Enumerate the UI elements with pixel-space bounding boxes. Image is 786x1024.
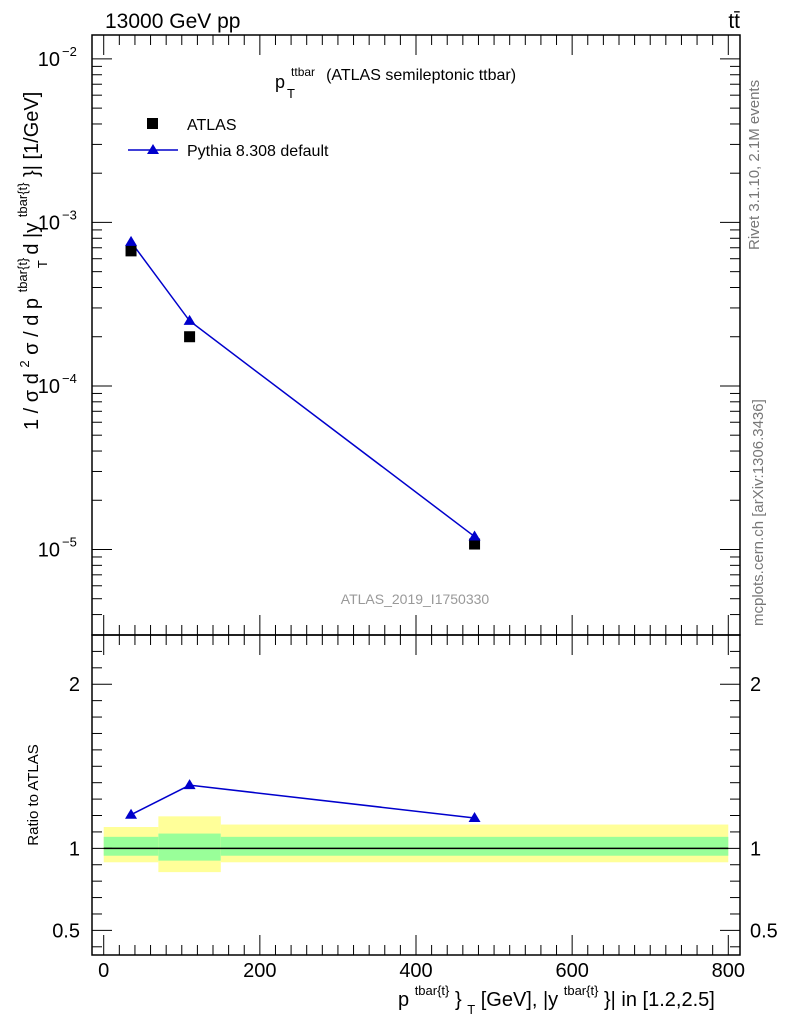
ylabel-b: σ / d p bbox=[21, 298, 43, 355]
ylabel-d: }| [1/GeV] bbox=[21, 92, 43, 177]
mcplots-label: mcplots.cern.ch [arXiv:1306.3436] bbox=[750, 399, 767, 626]
title-sup: ttbar bbox=[291, 65, 315, 79]
pythia-line bbox=[130, 241, 476, 538]
main-title: p ttbar (ATLAS semileptonic ttbar) bbox=[275, 60, 516, 92]
ratio-x-tick-label: 600 bbox=[555, 960, 588, 982]
xlabel-d: }| in [1.2,2.5] bbox=[604, 989, 715, 1011]
ylabel-c: d |y bbox=[21, 223, 43, 255]
ratio-inner-band bbox=[220, 836, 729, 856]
ratio-x-tick-label: 800 bbox=[712, 960, 745, 982]
ratio-pythia-point bbox=[468, 811, 481, 822]
ratio-frame bbox=[91, 634, 741, 956]
rivet-label: Rivet 3.1.10, 2.1M events bbox=[746, 80, 763, 250]
legend: ATLAS Pythia 8.308 default bbox=[128, 117, 329, 160]
atlas-data-point bbox=[125, 245, 137, 257]
energy-label: 13000 GeV pp bbox=[105, 10, 240, 33]
main-panel: p ttbar (ATLAS semileptonic ttbar) T 1 /… bbox=[10, 34, 741, 636]
pythia-data-point bbox=[125, 235, 138, 246]
xlabel-a: p bbox=[398, 989, 409, 1011]
pythia-data-point bbox=[183, 314, 196, 325]
ratio-y-tick-label-right: 0.5 bbox=[750, 920, 778, 942]
atlas-data-point bbox=[469, 538, 481, 550]
legend-pythia-marker bbox=[147, 144, 159, 154]
ratio-y-tick-label-left: 1 bbox=[69, 838, 80, 860]
xlabel-b-sub: T bbox=[467, 1002, 475, 1017]
ratio-bands bbox=[103, 816, 729, 873]
xlabel-b: } bbox=[455, 989, 462, 1011]
main-y-tick-exponent: −4 bbox=[62, 371, 77, 386]
main-ylabel: 1 / σ d 2 σ / d p tbar{t} T d |y tbar{t}… bbox=[10, 92, 52, 430]
ratio-pythia-line bbox=[130, 784, 475, 819]
main-y-tick-exponent: −3 bbox=[62, 207, 77, 222]
main-y-ticks: 10−510−410−310−2 bbox=[38, 44, 740, 636]
main-y-tick-exponent: −2 bbox=[62, 44, 77, 59]
legend-pythia-label: Pythia 8.308 default bbox=[187, 143, 329, 160]
xlabel-a-sup: tbar{t} bbox=[415, 983, 450, 998]
ratio-pythia-point bbox=[125, 808, 138, 819]
ratio-y-tick-label-right: 2 bbox=[750, 674, 761, 696]
main-y-tick-label: 10 bbox=[38, 539, 60, 561]
main-y-tick-label: 10 bbox=[38, 212, 60, 234]
main-y-tick-label: 10 bbox=[38, 49, 60, 71]
title-main: p bbox=[275, 72, 285, 92]
ratio-y-tick-label-left: 2 bbox=[69, 674, 80, 696]
ratio-y-ticks: 0.5 0.5 1 1 2 2 bbox=[52, 650, 778, 948]
ratio-y-tick-label-right: 1 bbox=[750, 838, 761, 860]
ratio-panel: 0.5 0.51 12 2 0 200 400 600 800 Ratio to ATLAS … bbox=[25, 634, 778, 1019]
legend-atlas-label: ATLAS bbox=[187, 117, 237, 134]
ratio-x-tick-label: 0 bbox=[98, 960, 109, 982]
ratio-inner-band bbox=[103, 836, 159, 856]
ylabel-a-sup: 2 bbox=[17, 360, 32, 367]
title-rest: (ATLAS semileptonic ttbar) bbox=[326, 67, 516, 84]
ratio-x-tick-label: 400 bbox=[399, 960, 432, 982]
ylabel-b-sub: T bbox=[35, 260, 50, 268]
process-label: tt̄ bbox=[728, 10, 740, 33]
xlabel-c: [GeV], |y bbox=[481, 989, 558, 1011]
title-sub: T bbox=[287, 86, 295, 101]
ylabel-a: 1 / σ d bbox=[21, 373, 43, 430]
ylabel-c-sup: tbar{t} bbox=[15, 182, 30, 217]
legend-atlas-marker bbox=[147, 118, 158, 129]
main-x-ticks bbox=[103, 35, 729, 635]
main-y-tick-label: 10 bbox=[38, 376, 60, 398]
ratio-x-ticks: 0 200 400 600 800 bbox=[98, 635, 745, 982]
atlas-data-point bbox=[184, 331, 196, 343]
ratio-y-tick-label-left: 0.5 bbox=[52, 920, 80, 942]
main-y-tick-exponent: −5 bbox=[62, 534, 77, 549]
ratio-series bbox=[125, 779, 481, 822]
xlabel-c-sup: tbar{t} bbox=[564, 983, 599, 998]
ratio-xlabel: p tbar{t} } T [GeV], |y tbar{t} }| in [1… bbox=[398, 978, 715, 1019]
pythia-data-point bbox=[468, 530, 481, 541]
ratio-x-tick-label: 200 bbox=[243, 960, 276, 982]
ylabel-b-sup: tbar{t} bbox=[15, 257, 30, 292]
ratio-pythia-point bbox=[183, 779, 196, 790]
ratio-ylabel: Ratio to ATLAS bbox=[25, 744, 42, 845]
ratio-inner-band bbox=[158, 833, 221, 861]
analysis-watermark: ATLAS_2019_I1750330 bbox=[341, 591, 490, 607]
main-series bbox=[125, 235, 481, 550]
